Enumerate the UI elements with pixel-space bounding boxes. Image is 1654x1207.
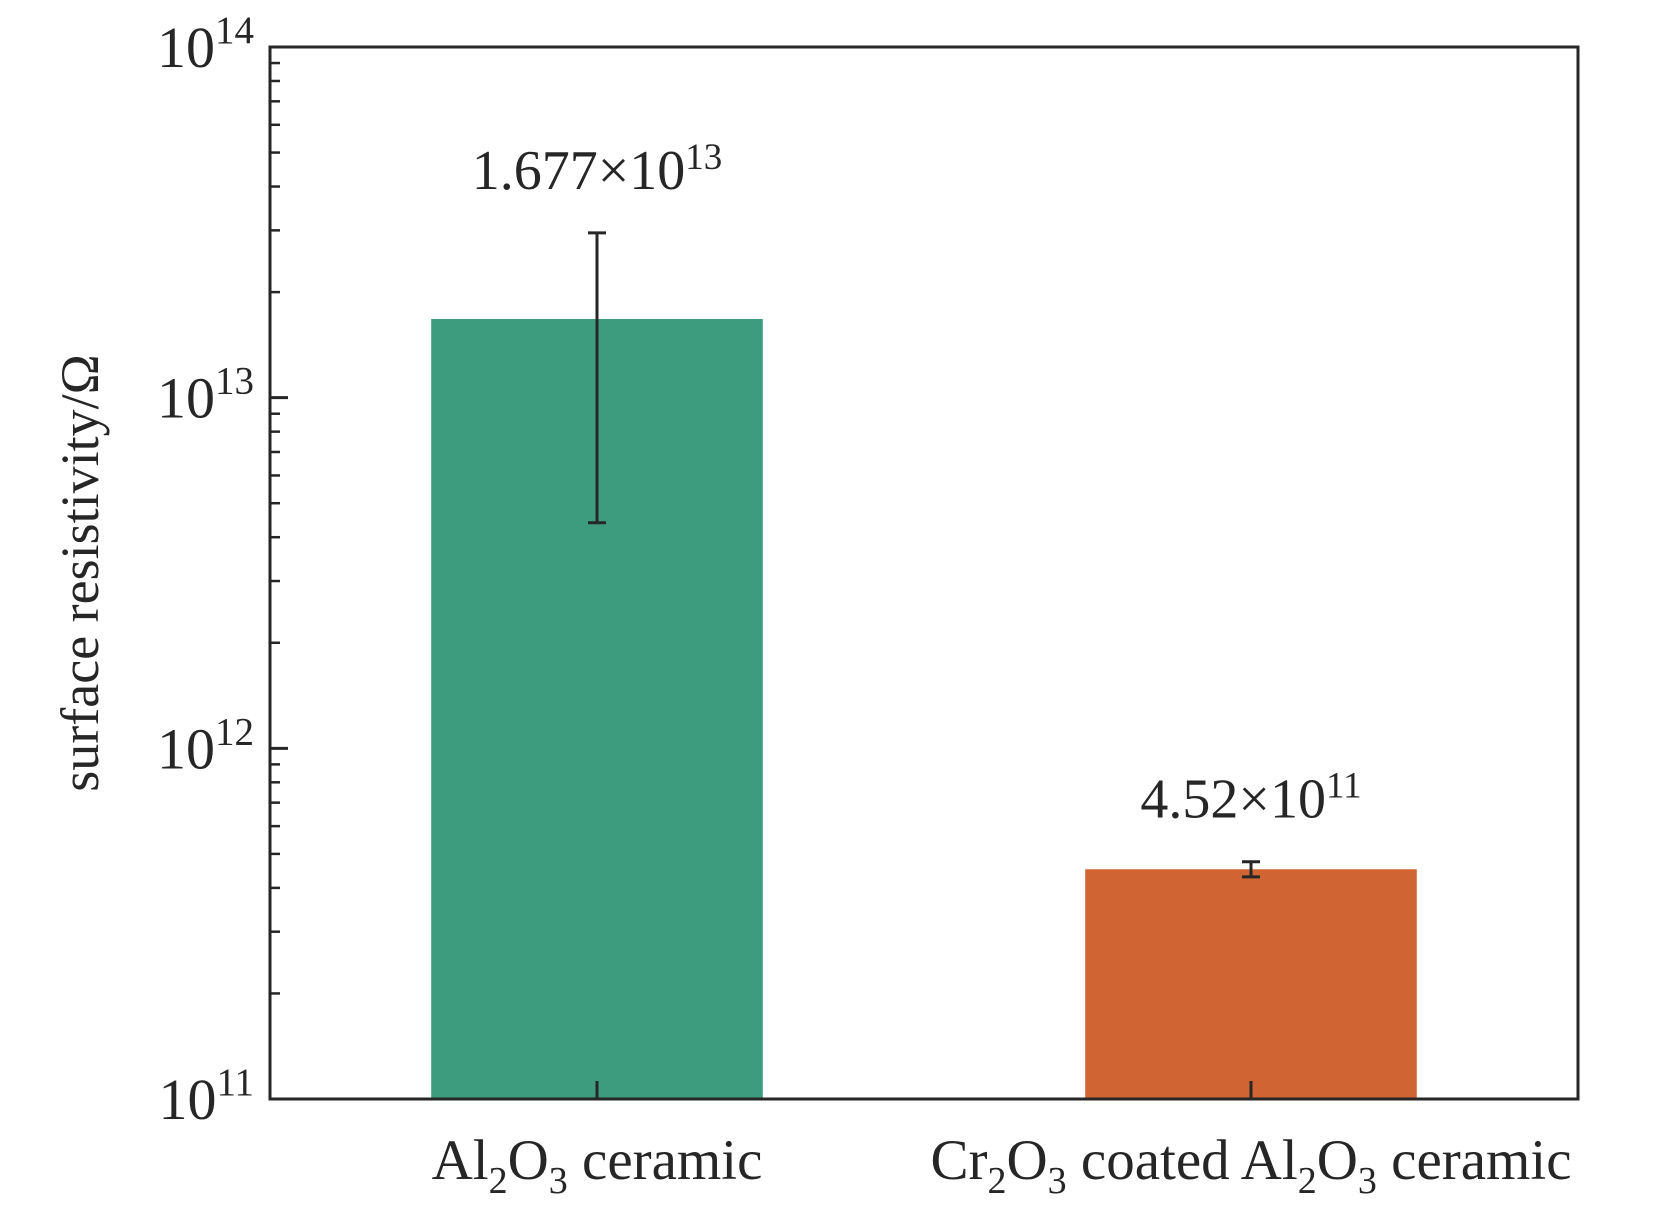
x-tick-label-part: ceramic	[568, 1129, 763, 1192]
x-tick-label-part: coated Al	[1067, 1129, 1298, 1192]
x-tick-label-part: O	[1317, 1129, 1358, 1192]
error-bars-layer	[588, 231, 1260, 879]
x-tick-label-part: ceramic	[1377, 1129, 1572, 1192]
y-tick-label-1: 1011	[158, 1061, 254, 1132]
y-tick-label-base: 10	[158, 1067, 216, 1132]
y-tick-label-exponent: 14	[215, 9, 254, 52]
y-tick-label-base: 10	[157, 716, 215, 781]
data-label-1: 1.677×1013	[472, 137, 723, 202]
error-bar-2	[1242, 860, 1260, 879]
y-tick-label-4: 1014	[157, 9, 254, 80]
x-tick-label-2: Cr2O3 coated Al2O3 ceramic	[930, 1129, 1571, 1202]
x-tick-label-part: O	[508, 1129, 549, 1192]
x-tick-label-part: 3	[1358, 1160, 1377, 1202]
x-tick-label-part: 3	[549, 1160, 568, 1202]
major-ticks	[270, 45, 1253, 1101]
x-tick-label-part: 2	[987, 1160, 1006, 1202]
bar-2	[1085, 869, 1417, 1099]
y-tick-label-2: 1012	[157, 710, 254, 781]
error-bar-1	[588, 231, 606, 525]
y-tick-label-exponent: 13	[215, 360, 254, 403]
minor-ticks	[270, 61, 280, 995]
data-label-exponent: 11	[1326, 766, 1362, 807]
y-axis-label: surface resistivity/Ω	[50, 354, 110, 792]
data-label-mantissa: 1.677×10	[472, 140, 686, 202]
data-label-exponent: 13	[685, 137, 722, 178]
data-labels: 1.677×1013 4.52×1011	[472, 137, 1362, 831]
x-tick-label-part: Al	[432, 1129, 489, 1192]
y-tick-label-base: 10	[157, 15, 215, 80]
plot-frame	[268, 45, 1580, 1101]
data-label-mantissa: 4.52×10	[1140, 769, 1326, 831]
x-tick-label-part: 2	[489, 1160, 508, 1202]
y-tick-label-exponent: 12	[215, 710, 254, 753]
y-tick-label-exponent: 11	[216, 1061, 254, 1104]
x-tick-labels: Al2O3 ceramic Cr2O3 coated Al2O3 ceramic	[432, 1129, 1572, 1202]
y-tick-label-base: 10	[157, 366, 215, 431]
bars-layer	[431, 318, 1417, 1099]
y-tick-label-3: 1013	[157, 360, 254, 431]
data-label-2: 4.52×1011	[1140, 766, 1361, 831]
x-tick-label-part: 2	[1298, 1160, 1317, 1202]
x-tick-label-part: Cr	[930, 1129, 987, 1192]
x-tick-label-part: O	[1006, 1129, 1047, 1192]
x-tick-label-1: Al2O3 ceramic	[432, 1129, 763, 1202]
x-tick-label-part: 3	[1048, 1160, 1067, 1202]
